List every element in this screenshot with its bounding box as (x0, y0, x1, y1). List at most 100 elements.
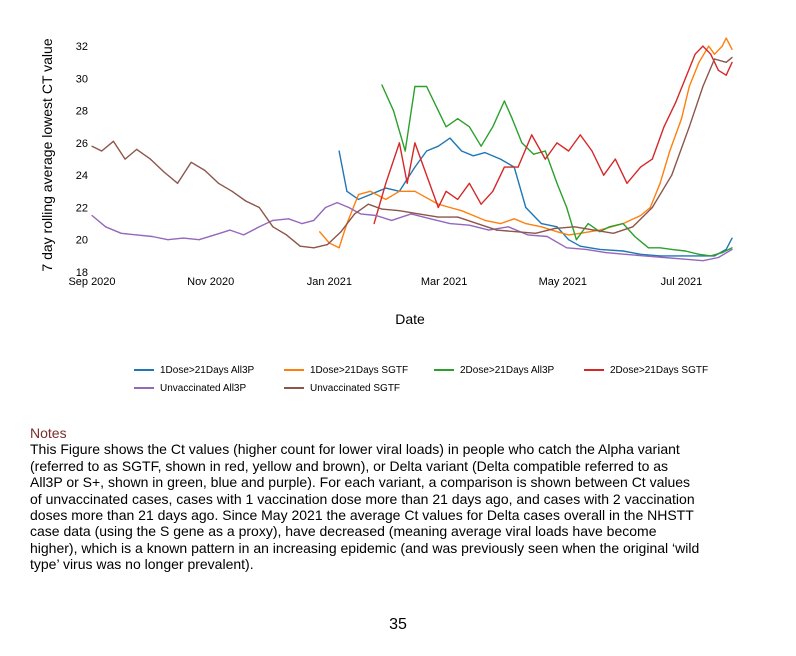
data-point (369, 194, 371, 196)
data-point (484, 219, 486, 221)
data-point (634, 235, 636, 238)
data-point (527, 234, 529, 236)
data-point (149, 158, 151, 160)
data-point (468, 224, 470, 226)
data-point (568, 239, 570, 241)
data-point (587, 223, 589, 225)
data-point (525, 206, 527, 209)
data-point (429, 218, 432, 220)
data-point (698, 255, 700, 257)
notes-line: type’ virus was no longer prevalent). (30, 556, 254, 573)
data-point (680, 118, 683, 120)
y-tick-label: 24 (76, 170, 88, 182)
data-point (136, 148, 138, 150)
legend-item-1dose-all3p: 1Dose>21Days All3P (134, 365, 284, 376)
ct-value-line-chart: 18 20 22 24 26 28 30 32 Sep 2020 Nov 2020 Jan 202… (39, 37, 733, 327)
series-line (381, 84, 733, 257)
data-point (313, 219, 315, 221)
data-point (540, 223, 543, 225)
data-point (385, 187, 387, 189)
data-point (272, 219, 274, 221)
data-point (702, 85, 704, 88)
data-point (675, 102, 677, 104)
data-point (457, 118, 459, 120)
data-point (731, 247, 733, 249)
legend-item-2dose-all3p: 2Dose>21Days All3P (434, 365, 584, 376)
data-point (713, 53, 716, 55)
data-point (544, 158, 546, 160)
data-point (404, 150, 406, 152)
data-point (556, 142, 558, 144)
data-point (624, 253, 626, 255)
series-line (91, 56, 733, 249)
legend-row-2: Unvaccinated All3P Unvaccinated SGTF (134, 379, 774, 397)
data-point (357, 194, 360, 196)
data-point (468, 182, 470, 184)
data-point (167, 239, 169, 241)
data-point (369, 190, 371, 192)
notes-line: doses more than 21 days ago. Since May 2… (30, 507, 694, 524)
data-point (414, 85, 416, 88)
data-point (622, 250, 624, 252)
data-point (449, 223, 451, 225)
data-point (437, 203, 439, 205)
y-tick-label: 28 (76, 106, 88, 118)
legend-item-1dose-sgtf: 1Dose>21Days SGTF (284, 365, 434, 376)
data-point (480, 145, 482, 147)
data-point (608, 226, 611, 228)
notes-line: (referred to as SGTF, shown in red, yell… (30, 457, 669, 474)
data-point (688, 85, 690, 88)
data-point (698, 61, 700, 63)
y-tick-label: 26 (76, 138, 88, 150)
data-point (640, 166, 642, 168)
data-point (515, 231, 517, 233)
data-point (204, 169, 206, 171)
data-point (414, 190, 416, 192)
data-point (525, 223, 527, 225)
data-point (457, 198, 459, 200)
data-point (414, 166, 416, 168)
data-point (533, 153, 535, 155)
data-point (373, 223, 375, 225)
data-point (217, 182, 220, 184)
data-point (449, 137, 451, 139)
data-point (381, 84, 383, 86)
data-point (721, 45, 723, 47)
data-point (684, 250, 687, 252)
data-point (437, 206, 439, 209)
data-point (513, 218, 515, 220)
data-point (605, 252, 607, 254)
data-point (717, 69, 720, 71)
data-point (445, 190, 447, 192)
data-point (663, 256, 665, 259)
data-point (398, 142, 400, 144)
data-point (406, 182, 408, 184)
data-point (231, 190, 233, 192)
data-point (336, 202, 338, 204)
data-point (91, 214, 93, 217)
data-point (461, 210, 463, 212)
data-point (367, 203, 369, 205)
data-point (472, 155, 474, 157)
x-axis-title: Date (395, 311, 425, 327)
data-point (622, 223, 624, 225)
data-point (426, 197, 428, 199)
data-point (680, 255, 683, 257)
data-point (381, 208, 383, 210)
data-point (556, 226, 558, 228)
data-point (603, 174, 605, 176)
data-point (354, 213, 356, 215)
data-point (702, 260, 704, 262)
data-point (585, 248, 587, 250)
data-point (461, 150, 463, 152)
legend-label: 2Dose>21Days SGTF (610, 364, 709, 376)
data-point (731, 48, 733, 51)
data-point (258, 206, 260, 209)
data-point (190, 161, 192, 163)
data-point (449, 206, 451, 209)
data-point (385, 198, 387, 200)
y-tick-label: 32 (76, 41, 88, 53)
y-axis-title: 7 day rolling average lowest CT value (39, 38, 55, 271)
series-2 (381, 84, 733, 257)
data-point (151, 235, 153, 238)
